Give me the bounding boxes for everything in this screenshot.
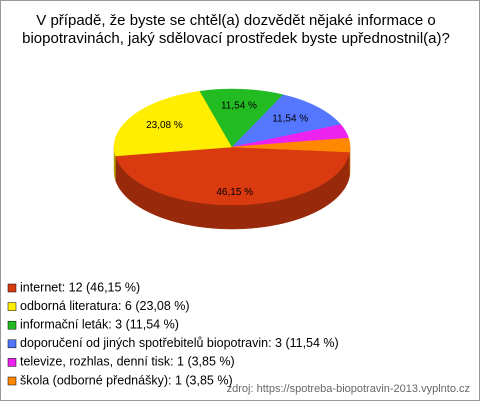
legend-swatch xyxy=(7,283,17,293)
pie-slice xyxy=(231,94,342,148)
legend-label: informační leták: 3 (11,54 %) xyxy=(20,317,179,331)
value-label: 11,54 % xyxy=(272,114,308,125)
pie-slice xyxy=(113,90,233,157)
value-label: 11,54 % xyxy=(221,100,257,111)
legend-swatch xyxy=(7,339,17,349)
pie-slice xyxy=(199,88,284,148)
legend-swatch xyxy=(7,302,17,311)
legend-swatch xyxy=(7,320,17,330)
legend-swatch xyxy=(7,358,17,367)
legend-label: odborná literatura: 6 (23,08 %) xyxy=(20,299,190,313)
legend-label: televize, rozhlas, denní tisk: 1 (3,85 %… xyxy=(20,355,235,369)
legend-label: doporučení od jiných spotřebitelů biopot… xyxy=(20,336,339,350)
legend-label: škola (odborné přednášky): 1 (3,85 %) xyxy=(20,373,233,387)
legend-label: internet: 12 (46,15 %) xyxy=(20,280,140,294)
pie-slice xyxy=(115,146,350,206)
source: zdroj: https://spotreba-biopotravin-2013… xyxy=(227,383,470,395)
value-label: 46,15 % xyxy=(216,187,253,198)
chart-title: V případě, že byste se chtěl(a) dozvědět… xyxy=(36,12,435,29)
legend-swatch xyxy=(7,376,17,386)
pie-slice xyxy=(231,137,351,153)
chart-subtitle: biopotravinách, jaký sdělovací prostřede… xyxy=(22,30,450,47)
value-label: 23,08 % xyxy=(146,120,183,131)
